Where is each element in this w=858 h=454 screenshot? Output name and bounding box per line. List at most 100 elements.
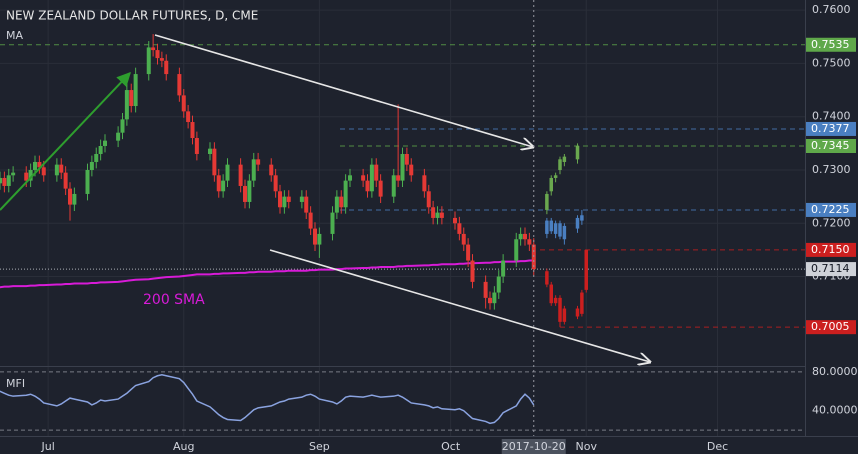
candle-body bbox=[488, 297, 492, 304]
candle-body bbox=[580, 292, 584, 314]
annotation: 200 SMA bbox=[143, 292, 205, 308]
x-tick-label: Nov bbox=[576, 440, 598, 453]
candle-body bbox=[286, 196, 291, 202]
candle-body bbox=[33, 161, 37, 170]
candle-body bbox=[186, 111, 191, 123]
candle-body bbox=[553, 175, 558, 178]
candle-body bbox=[68, 188, 72, 205]
y-tick-label: 80.0000 bbox=[812, 365, 858, 378]
candle-body bbox=[558, 159, 562, 170]
y-tick-label: 0.7300 bbox=[812, 163, 851, 176]
y-tick-label: 0.7500 bbox=[812, 56, 851, 69]
candle-body bbox=[501, 260, 506, 277]
candle-body bbox=[409, 164, 414, 176]
candle-body bbox=[151, 47, 156, 51]
candle-body bbox=[339, 196, 344, 208]
candle-body bbox=[431, 207, 436, 218]
candle-body bbox=[256, 159, 261, 165]
level-label: 0.7225 bbox=[811, 203, 850, 216]
candle-body bbox=[212, 148, 217, 176]
candle-body bbox=[545, 220, 549, 234]
candle-body bbox=[378, 180, 383, 197]
level-label-box bbox=[806, 121, 856, 136]
candle-body bbox=[313, 228, 317, 245]
candle-body bbox=[194, 138, 199, 154]
candle-body bbox=[334, 196, 339, 213]
candle-body bbox=[580, 215, 584, 221]
candle-body bbox=[216, 175, 221, 192]
candle-body bbox=[2, 177, 7, 186]
candle-body bbox=[72, 193, 77, 205]
candle-body bbox=[269, 164, 274, 176]
candle-body bbox=[304, 196, 309, 213]
grid bbox=[0, 0, 805, 436]
candle-body bbox=[24, 172, 29, 181]
candle-body bbox=[514, 239, 519, 261]
candle-body bbox=[545, 193, 549, 210]
candle-body bbox=[396, 175, 401, 181]
candle-body bbox=[190, 122, 195, 139]
candle-body bbox=[94, 153, 99, 162]
candle-body bbox=[133, 74, 138, 107]
candle-body bbox=[575, 217, 580, 229]
candle-body bbox=[348, 175, 352, 181]
x-tick-label: Oct bbox=[441, 440, 461, 453]
y-tick-label: 40.0000 bbox=[812, 404, 858, 417]
candle-body bbox=[243, 185, 247, 202]
level-label-box bbox=[806, 320, 856, 335]
candle-body bbox=[273, 175, 278, 192]
y-tick-label: 0.7200 bbox=[812, 216, 851, 229]
candle-body bbox=[426, 191, 431, 208]
candle-body bbox=[238, 164, 243, 186]
candle-body bbox=[584, 249, 588, 290]
candle-body bbox=[28, 169, 33, 181]
level-label-box bbox=[806, 242, 856, 257]
level-label-box bbox=[806, 202, 856, 217]
candle-body bbox=[221, 180, 226, 192]
candle-body bbox=[63, 172, 68, 189]
level-label: 0.7377 bbox=[811, 122, 850, 135]
candle-body bbox=[527, 239, 532, 245]
candle-body bbox=[466, 244, 471, 261]
candle-body bbox=[120, 119, 125, 133]
candle-body bbox=[562, 225, 567, 240]
candle-body bbox=[575, 308, 580, 317]
candle-body bbox=[553, 297, 558, 304]
y-tick-label: 0.7600 bbox=[812, 3, 851, 16]
candle-body bbox=[400, 153, 405, 181]
candle-body bbox=[85, 169, 90, 194]
candle-body bbox=[575, 146, 580, 160]
indicator-label: MA bbox=[6, 29, 23, 42]
candle-body bbox=[457, 223, 462, 234]
candle-body bbox=[435, 212, 440, 218]
candle-body bbox=[558, 297, 562, 322]
trend-arrow bbox=[0, 71, 131, 211]
candle-body bbox=[11, 172, 16, 176]
candle-body bbox=[492, 292, 497, 304]
candle-body bbox=[164, 60, 169, 75]
candle-body bbox=[374, 164, 379, 181]
candle-body bbox=[404, 153, 409, 165]
candle-body bbox=[558, 223, 562, 237]
candle-body bbox=[59, 164, 64, 173]
candle-body bbox=[439, 212, 444, 218]
candle-body bbox=[129, 90, 134, 107]
crosshair-label-box bbox=[501, 439, 566, 454]
candle-body bbox=[181, 95, 186, 112]
mfi-pane bbox=[0, 371, 805, 431]
candle-body bbox=[247, 180, 252, 202]
candle-body bbox=[518, 233, 523, 240]
candle-body bbox=[330, 212, 335, 234]
candle-body bbox=[317, 233, 322, 245]
level-label-box bbox=[806, 139, 856, 153]
level-label: 0.7345 bbox=[811, 139, 850, 152]
candle-body bbox=[391, 175, 396, 197]
candle-body bbox=[282, 196, 287, 208]
candle-body bbox=[124, 90, 129, 120]
candle-body bbox=[562, 156, 567, 162]
sma-line bbox=[0, 259, 534, 289]
candle-body bbox=[308, 212, 313, 229]
y-tick-label: 0.7400 bbox=[812, 110, 851, 123]
candle-body bbox=[37, 161, 42, 168]
